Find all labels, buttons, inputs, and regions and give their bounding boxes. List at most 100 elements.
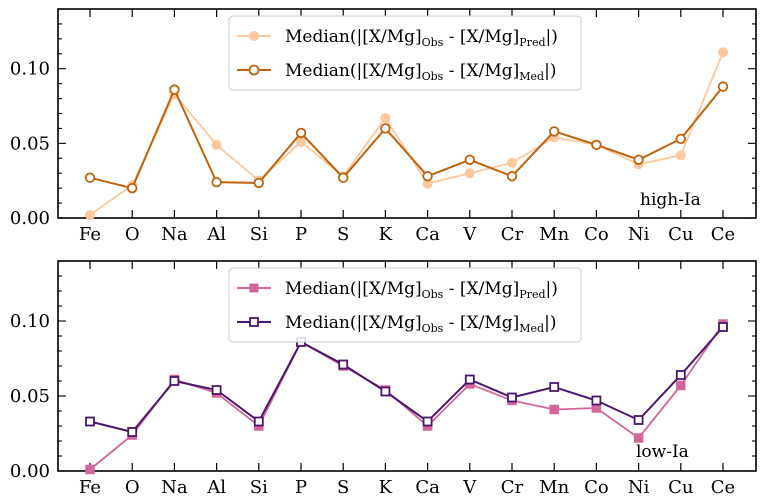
series-line-med	[89, 326, 724, 434]
x-tick-label: Ni	[628, 477, 650, 498]
data-point-med	[549, 382, 560, 392]
x-tick-label: V	[462, 477, 477, 498]
x-tick-label: V	[462, 224, 477, 245]
x-tick-label: Fe	[79, 224, 101, 245]
data-point-med	[380, 386, 391, 397]
series-line-pred	[89, 323, 724, 471]
data-point-med	[338, 172, 349, 183]
x-tick-label: Fe	[79, 477, 101, 498]
x-tick-label: Si	[250, 224, 268, 245]
series-line-med	[89, 86, 724, 190]
x-tick-label: K	[379, 224, 393, 245]
x-tick-label: Ca	[415, 224, 440, 245]
data-point-med	[464, 374, 475, 385]
data-point-pred	[507, 157, 517, 168]
x-tick-label: Cr	[501, 224, 524, 245]
x-tick-label: Ni	[628, 224, 650, 245]
x-tick-label: Cr	[501, 477, 524, 498]
legend: Median(|[X/Mg]Obs - [X/Mg]Pred|) Median(|…	[228, 15, 582, 91]
data-point-med	[169, 376, 180, 386]
data-point-med	[422, 170, 433, 182]
data-point-med	[127, 427, 138, 437]
x-tick-label: Si	[250, 477, 268, 498]
x-tick-label: O	[125, 477, 140, 498]
data-point-pred	[675, 150, 686, 161]
x-tick-label: Cu	[668, 224, 693, 245]
y-tick-label: 0.00	[10, 461, 50, 482]
legend-label-pred: Median(|[X/Mg]Obs - [X/Mg]Pred|)	[285, 27, 558, 49]
x-tick-label: Mn	[539, 477, 569, 498]
y-tick-label: 0.00	[10, 208, 50, 229]
y-tick-label: 0.10	[10, 311, 50, 332]
data-point-med	[211, 176, 222, 188]
data-point-med	[718, 322, 728, 332]
x-tick-label: Al	[206, 477, 226, 498]
data-point-med	[84, 172, 96, 183]
legend-marker-med	[248, 64, 260, 76]
x-tick-label: Ce	[711, 224, 735, 245]
legend-marker-pred	[249, 31, 259, 41]
panel-annotation: low-Ia	[636, 442, 689, 462]
x-tick-label: Mn	[539, 224, 569, 245]
data-point-med	[295, 127, 307, 139]
data-point-med	[253, 416, 264, 427]
data-point-pred	[85, 464, 95, 475]
y-tick-label: 0.10	[10, 59, 50, 80]
x-tick-label: Na	[161, 477, 188, 498]
legend-label-med: Median(|[X/Mg]Obs - [X/Mg]Med|)	[285, 313, 556, 335]
x-tick-label: Co	[584, 477, 609, 498]
data-point-med	[422, 416, 433, 427]
panel-bottom: Fe O Na Al Si P S K Ca V Cr Mn Co Ni Cu Ce 0.00 0.05 0.10 M…	[10, 260, 757, 498]
data-point-med	[675, 133, 687, 145]
x-tick-label: Cu	[668, 477, 693, 498]
data-point-med	[633, 415, 644, 425]
data-point-pred	[211, 139, 222, 150]
data-point-med	[591, 139, 602, 151]
x-tick-label: Al	[206, 224, 226, 245]
panel-annotation: high-Ia	[640, 190, 701, 210]
data-point-med	[633, 154, 644, 165]
legend-label-pred: Median(|[X/Mg]Obs - [X/Mg]Pred|)	[285, 279, 558, 301]
data-point-med	[507, 392, 517, 403]
data-point-pred	[464, 168, 475, 179]
y-tick-label: 0.05	[10, 133, 50, 154]
x-tick-label: K	[379, 477, 393, 498]
x-tick-label: S	[337, 477, 349, 498]
panel-top: Fe O Na Al Si P S K Ca V Cr Mn Co Ni Cu Ce 0.00 0.05 0.10 M…	[10, 8, 757, 245]
data-point-med	[253, 177, 264, 189]
data-point-pred	[85, 210, 95, 221]
data-point-pred	[380, 112, 391, 123]
data-point-med	[211, 385, 222, 395]
legend-marker-med	[249, 317, 259, 327]
x-tick-label: P	[295, 477, 307, 498]
legend-box	[228, 15, 582, 91]
x-tick-label: Ce	[711, 477, 735, 498]
data-point-pred	[718, 47, 728, 58]
x-tick-label: Co	[584, 224, 609, 245]
x-tick-label: Ca	[415, 477, 440, 498]
x-tick-label: S	[337, 224, 349, 245]
x-tick-label: O	[125, 224, 140, 245]
legend-box	[228, 267, 582, 343]
legend-marker-pred	[249, 283, 259, 293]
data-point-med	[380, 123, 391, 134]
data-point-med	[169, 84, 180, 95]
data-point-med	[675, 370, 686, 380]
data-point-med	[506, 170, 518, 182]
data-point-med	[85, 416, 95, 427]
x-tick-label: Na	[161, 224, 188, 245]
data-point-pred	[676, 380, 686, 391]
data-point-pred	[296, 136, 306, 147]
legend-label-med: Median(|[X/Mg]Obs - [X/Mg]Med|)	[285, 61, 556, 83]
data-point-pred	[549, 404, 559, 415]
data-point-med	[717, 81, 729, 92]
data-point-med	[591, 395, 602, 406]
legend: Median(|[X/Mg]Obs - [X/Mg]Pred|) Median(|…	[228, 267, 582, 343]
x-tick-label: P	[295, 224, 307, 245]
data-point-med	[549, 126, 560, 137]
data-point-med	[464, 154, 476, 165]
y-tick-label: 0.05	[10, 386, 50, 407]
data-point-pred	[633, 433, 644, 443]
data-point-med	[338, 359, 349, 370]
